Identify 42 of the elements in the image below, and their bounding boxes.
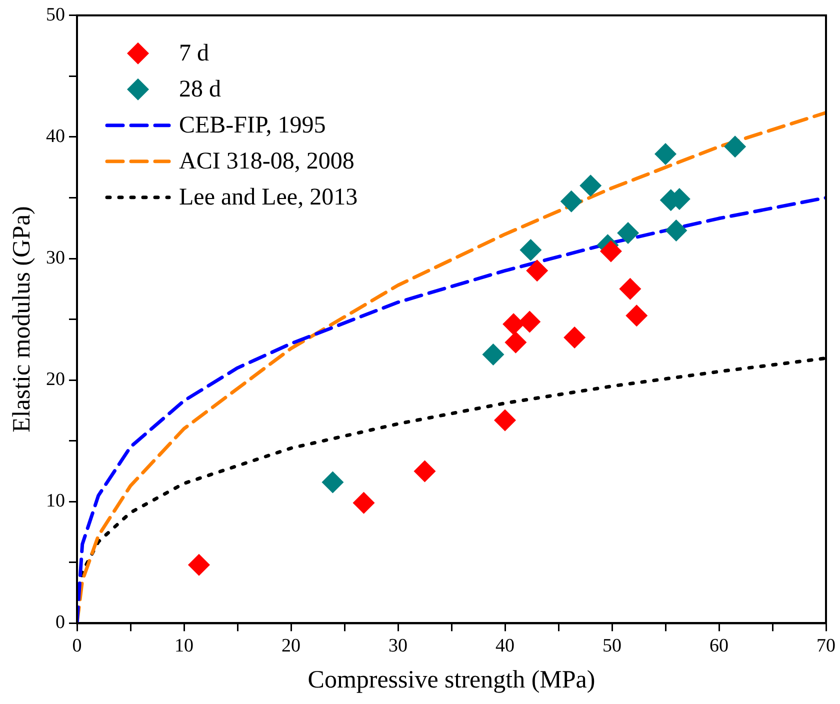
y-axis-title: Elastic modulus (GPa) xyxy=(8,206,36,432)
point xyxy=(322,471,344,494)
point xyxy=(619,278,642,300)
point xyxy=(504,331,527,354)
x-axis-title: Compressive strength (MPa) xyxy=(308,666,596,694)
x-tick-label: 40 xyxy=(496,636,514,657)
point xyxy=(560,190,582,212)
y-tick-label: 40 xyxy=(46,126,65,147)
y-tick-label: 20 xyxy=(46,369,65,390)
point xyxy=(494,409,516,432)
legend-label: 28 d xyxy=(179,76,221,103)
x-tick-label: 30 xyxy=(388,636,408,657)
y-tick-label: 30 xyxy=(46,248,65,269)
y-tick-label: 10 xyxy=(46,490,65,512)
x-tick-label: 50 xyxy=(602,636,622,657)
point xyxy=(564,326,586,349)
x-tick-label: 60 xyxy=(710,636,728,657)
point xyxy=(414,460,436,482)
point xyxy=(482,344,504,366)
point xyxy=(352,492,375,514)
x-tick-label: 10 xyxy=(174,636,194,657)
point xyxy=(188,554,210,576)
point xyxy=(520,239,542,262)
point xyxy=(665,220,688,242)
legend-label: 7 d xyxy=(179,40,209,67)
point xyxy=(654,142,676,165)
point xyxy=(526,260,548,282)
point xyxy=(518,310,541,333)
legend-label: ACI 318-08, 2008 xyxy=(179,148,354,175)
point xyxy=(600,240,622,262)
point xyxy=(617,222,640,244)
y-tick-label: 0 xyxy=(56,612,65,634)
point xyxy=(502,313,525,336)
legend-label: CEB-FIP, 1995 xyxy=(179,112,326,139)
point xyxy=(626,304,648,327)
point xyxy=(580,174,602,197)
y-tick-label: 50 xyxy=(46,4,65,26)
legend-label: Lee and Lee, 2013 xyxy=(179,184,358,211)
x-tick-label: 0 xyxy=(72,636,82,657)
point xyxy=(724,136,746,158)
x-tick-label: 20 xyxy=(282,636,300,657)
x-tick-label: 70 xyxy=(816,636,836,657)
